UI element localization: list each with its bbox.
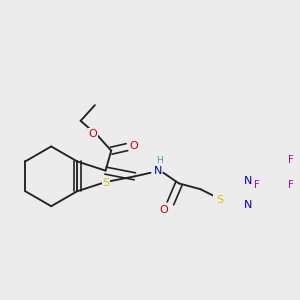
Text: N: N [244, 200, 252, 210]
Text: F: F [289, 155, 294, 165]
Text: H: H [156, 156, 163, 165]
Text: F: F [289, 180, 294, 190]
Text: F: F [254, 180, 260, 190]
Text: O: O [88, 129, 97, 139]
Text: S: S [217, 195, 224, 205]
Text: N: N [244, 176, 252, 186]
Text: O: O [130, 141, 138, 151]
Text: O: O [160, 206, 168, 215]
Text: S: S [103, 178, 110, 188]
Text: N: N [154, 166, 162, 176]
